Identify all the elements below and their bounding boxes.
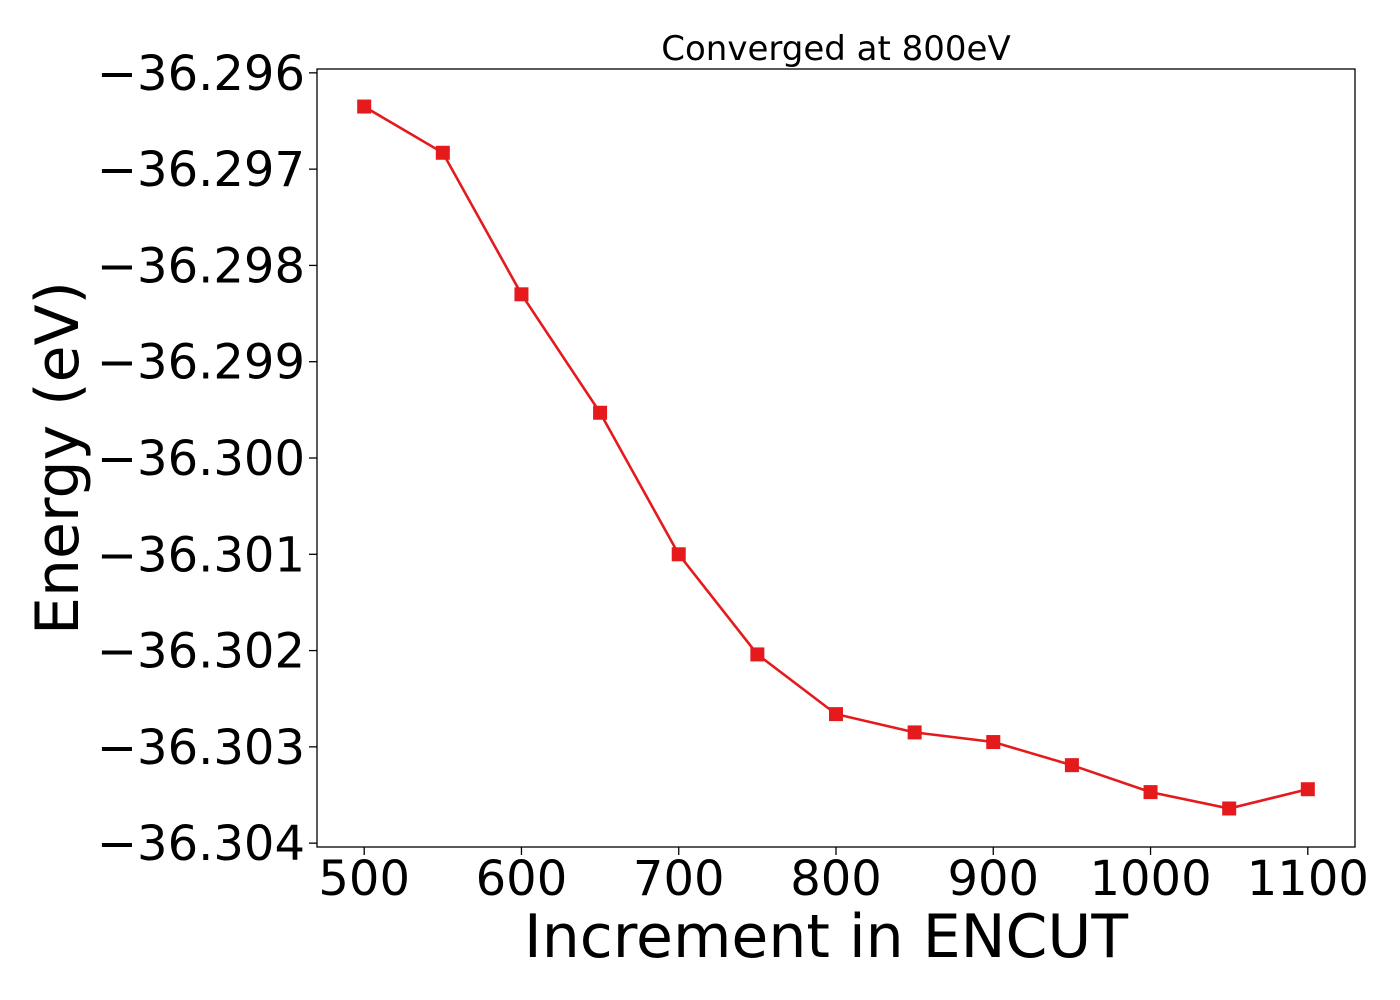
- y-tick-label: −36.304: [97, 816, 305, 872]
- x-tick-label: 1100: [1247, 851, 1369, 907]
- chart-title: Converged at 800eV: [661, 29, 1010, 69]
- y-tick-label: −36.302: [97, 624, 305, 680]
- y-tick-label: −36.296: [97, 46, 305, 102]
- data-point: [986, 735, 1001, 750]
- data-point: [435, 145, 450, 160]
- x-tick-label: 1000: [1089, 851, 1211, 907]
- data-point: [357, 99, 372, 114]
- y-tick-label: −36.300: [97, 431, 305, 487]
- x-tick-label: 500: [318, 851, 410, 907]
- data-point: [1300, 782, 1315, 797]
- data-point: [1064, 758, 1079, 773]
- data-point: [907, 725, 922, 740]
- y-tick-label: −36.298: [97, 238, 305, 294]
- x-tick-label: 600: [476, 851, 568, 907]
- data-point: [593, 405, 608, 420]
- plot-area: [316, 68, 1356, 848]
- x-tick-label: 900: [947, 851, 1039, 907]
- y-axis: −36.296 −36.297 −36.298 −36.299 −36.300 −36.3…: [97, 46, 317, 872]
- y-tick-label: −36.303: [97, 720, 305, 776]
- y-tick-label: −36.301: [97, 527, 305, 583]
- x-tick-label: 700: [633, 851, 725, 907]
- data-point: [671, 547, 686, 562]
- y-axis-label: Energy (eV): [23, 281, 93, 635]
- y-tick-label: −36.297: [97, 142, 305, 198]
- x-axis-label: Increment in ENCUT: [524, 902, 1128, 972]
- y-tick-label: −36.299: [97, 335, 305, 391]
- x-tick-label: 800: [790, 851, 882, 907]
- data-point: [829, 707, 843, 722]
- data-point: [750, 647, 765, 662]
- series-line-group: [357, 99, 1315, 816]
- data-point: [1222, 801, 1237, 816]
- data-point: [1143, 785, 1158, 800]
- x-axis: 500 600 700 800 900 1000 1100: [318, 847, 1369, 907]
- data-point: [514, 287, 529, 302]
